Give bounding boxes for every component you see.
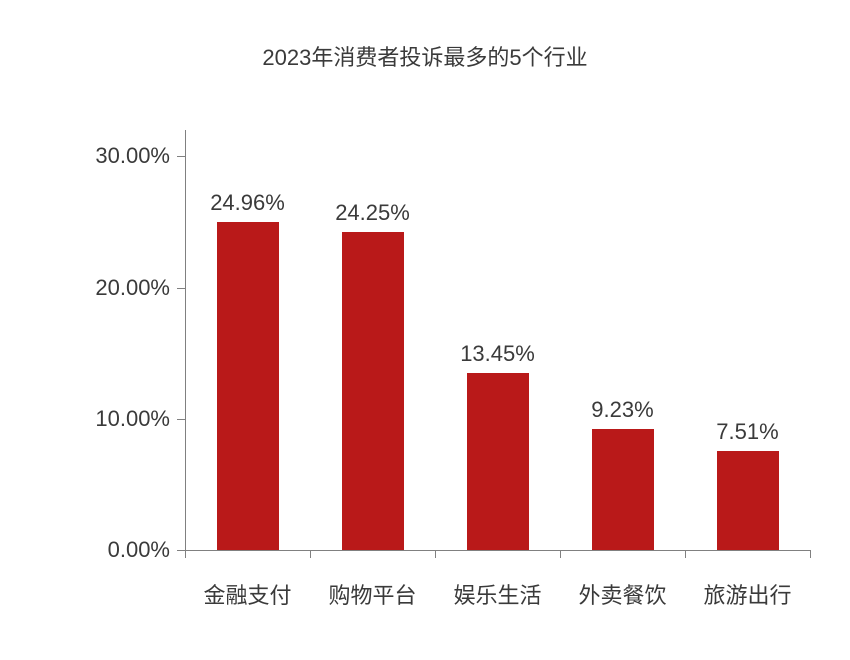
chart-title: 2023年消费者投诉最多的5个行业 — [0, 40, 850, 72]
y-tick-label: 20.00% — [20, 275, 170, 301]
bar — [467, 373, 529, 550]
x-tick-label: 外卖餐饮 — [553, 578, 693, 610]
x-tick-label: 购物平台 — [303, 578, 443, 610]
y-tick-mark — [177, 419, 185, 420]
y-tick-mark — [177, 288, 185, 289]
x-tick-mark — [185, 550, 186, 558]
y-tick-label: 10.00% — [20, 406, 170, 432]
x-tick-label: 金融支付 — [178, 578, 318, 610]
y-tick-mark — [177, 550, 185, 551]
bar-value-label: 7.51% — [678, 419, 818, 445]
bar-value-label: 24.25% — [303, 200, 443, 226]
x-tick-mark — [810, 550, 811, 558]
x-tick-label: 娱乐生活 — [428, 578, 568, 610]
bar — [592, 429, 654, 550]
y-tick-label: 30.00% — [20, 143, 170, 169]
bar-value-label: 9.23% — [553, 397, 693, 423]
bar-value-label: 13.45% — [428, 341, 568, 367]
bar — [717, 451, 779, 550]
y-tick-mark — [177, 156, 185, 157]
x-tick-mark — [560, 550, 561, 558]
bar — [342, 232, 404, 550]
x-tick-mark — [435, 550, 436, 558]
bar — [217, 222, 279, 550]
x-tick-label: 旅游出行 — [678, 578, 818, 610]
bar-value-label: 24.96% — [178, 190, 318, 216]
x-tick-mark — [685, 550, 686, 558]
y-tick-label: 0.00% — [20, 537, 170, 563]
x-axis-line — [185, 550, 810, 551]
x-tick-mark — [310, 550, 311, 558]
